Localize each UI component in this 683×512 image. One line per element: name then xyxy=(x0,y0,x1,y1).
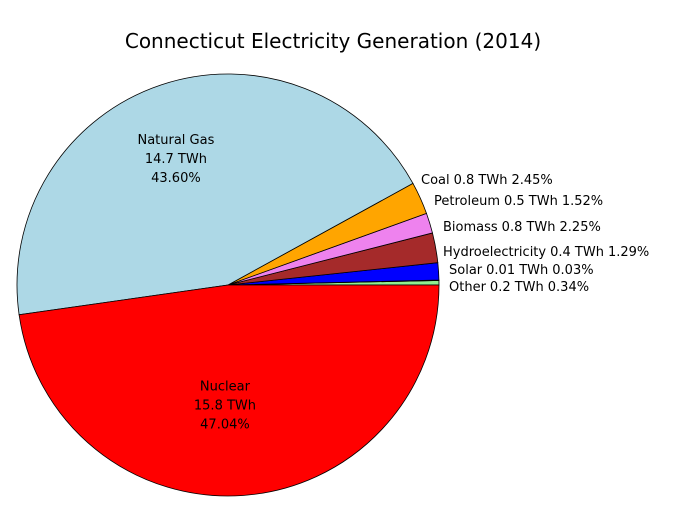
slice-label: Petroleum 0.5 TWh 1.52% xyxy=(434,194,603,209)
slice-percent: 0.34% xyxy=(548,280,589,295)
slice-twh: 0.8 TWh xyxy=(454,173,508,188)
slice-twh: 0.2 TWh xyxy=(490,280,544,295)
slice-twh: 0.8 TWh xyxy=(502,220,556,235)
slice-label: Natural Gas xyxy=(137,133,214,148)
slice-twh: 0.4 TWh xyxy=(550,245,604,260)
slice-percent: 1.29% xyxy=(608,245,649,260)
slice-label: 14.7 TWh xyxy=(145,152,207,167)
slice-label: Nuclear xyxy=(200,379,251,394)
slice-percent: 2.25% xyxy=(560,220,601,235)
pie-slice xyxy=(16,73,414,316)
slice-label: Solar 0.01 TWh 0.03% xyxy=(449,263,594,278)
slice-name: Biomass xyxy=(443,220,498,235)
slice-twh: 0.01 TWh xyxy=(486,263,548,278)
slice-label: Coal 0.8 TWh 2.45% xyxy=(421,173,553,188)
slice-name: Coal xyxy=(421,173,450,188)
slice-percent: 0.03% xyxy=(552,263,593,278)
chart-title: Connecticut Electricity Generation (2014… xyxy=(125,29,541,53)
slice-percent: 1.52% xyxy=(562,194,603,209)
slice-label: 47.04% xyxy=(200,417,250,432)
slice-twh: 0.5 TWh xyxy=(504,194,558,209)
slice-name: Petroleum xyxy=(434,194,500,209)
slice-label: Biomass 0.8 TWh 2.25% xyxy=(443,220,601,235)
slice-name: Other xyxy=(449,280,487,295)
slice-label: 15.8 TWh xyxy=(194,398,256,413)
slice-percent: 2.45% xyxy=(511,173,552,188)
slice-label: 43.60% xyxy=(151,171,201,186)
slice-name: Hydroelectricity xyxy=(443,245,546,260)
pie-slice xyxy=(18,284,440,497)
slice-name: Solar xyxy=(449,263,483,278)
slice-label: Hydroelectricity 0.4 TWh 1.29% xyxy=(443,245,649,260)
slice-label: Other 0.2 TWh 0.34% xyxy=(449,280,589,295)
